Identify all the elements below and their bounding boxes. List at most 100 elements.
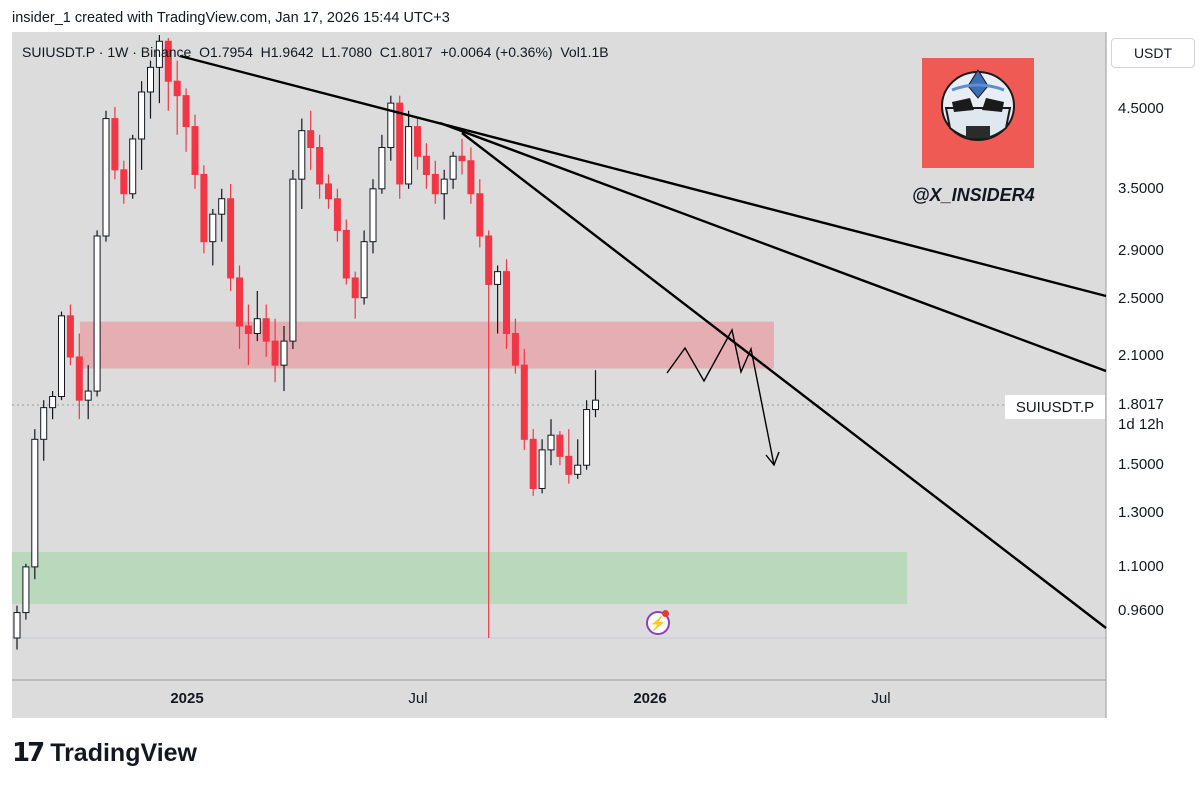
candle-body	[280, 340, 288, 366]
candle	[494, 265, 502, 334]
candle	[164, 38, 172, 111]
candle	[49, 391, 57, 420]
candle	[556, 431, 564, 466]
candle	[155, 35, 163, 104]
candle-body	[271, 340, 279, 366]
candle-body	[13, 612, 21, 639]
candle	[200, 165, 208, 254]
price-tick-label: 1.3000	[1118, 504, 1164, 521]
candle-body	[387, 102, 395, 149]
candle-body	[520, 364, 528, 440]
candle-body	[138, 91, 146, 140]
candle	[218, 188, 226, 242]
candle-body	[66, 315, 74, 358]
candle	[467, 147, 475, 204]
candle-body	[351, 277, 359, 299]
candle	[574, 439, 582, 479]
ticker-info: SUIUSDT.P · 1W · Binance O1.7954 H1.9642…	[22, 44, 609, 60]
candle-body	[405, 126, 413, 185]
time-tick-label: Jul	[408, 690, 428, 707]
candle-body	[333, 198, 341, 231]
candle-body	[129, 138, 137, 195]
candle	[120, 160, 128, 204]
candle-body	[494, 271, 502, 285]
currency-button[interactable]: USDT	[1111, 38, 1195, 68]
candle	[360, 230, 368, 305]
candle-body	[93, 235, 101, 392]
candle-body	[155, 40, 163, 68]
candle	[583, 400, 591, 470]
candle	[369, 179, 377, 254]
candle	[262, 304, 270, 357]
candle	[271, 318, 279, 383]
projection-arrowhead	[765, 451, 780, 467]
ticker-open: O1.7954	[199, 44, 253, 60]
candle-body	[307, 130, 315, 149]
last-price-value: 1.8017	[1118, 396, 1164, 413]
last-price-box: 1.8017 1d 12h	[1108, 395, 1188, 439]
candle-body	[244, 325, 252, 334]
candle-body	[102, 118, 110, 237]
candle	[511, 318, 519, 374]
candle	[280, 326, 288, 392]
candle-body	[556, 434, 564, 457]
candle	[307, 110, 315, 170]
candle-body	[592, 399, 599, 411]
candle	[289, 169, 297, 349]
trendline-1[interactable]	[179, 54, 1107, 298]
support-zone[interactable]	[12, 551, 907, 604]
candle	[253, 290, 261, 342]
candle	[387, 95, 395, 161]
helmet-icon	[941, 69, 1015, 141]
candle	[58, 311, 65, 401]
time-tick-label: Jul	[871, 690, 891, 707]
candle-body	[120, 169, 128, 195]
candle-body	[289, 178, 297, 342]
candle	[547, 419, 555, 466]
candle	[191, 114, 199, 189]
candle-body	[49, 396, 57, 409]
candle-body	[396, 102, 404, 185]
trendline-2[interactable]	[439, 121, 1107, 373]
candle	[520, 348, 528, 450]
candle	[75, 333, 83, 420]
candle-body	[218, 198, 226, 215]
candle	[40, 400, 48, 461]
candle-body	[173, 80, 181, 97]
trendline-3[interactable]	[461, 132, 1107, 629]
candle-body	[40, 407, 48, 440]
time-tick-label: 2025	[170, 690, 204, 707]
candle-body	[547, 434, 555, 451]
candle-body	[538, 449, 546, 489]
ticker-high: H1.9642	[260, 44, 314, 60]
candle	[422, 143, 430, 189]
candle-body	[191, 126, 199, 175]
candle	[351, 271, 359, 319]
candle-body	[574, 464, 582, 475]
candle	[22, 563, 30, 620]
candle-body	[209, 213, 217, 243]
candle	[236, 265, 243, 349]
chart-caption: insider_1 created with TradingView.com, …	[12, 10, 450, 26]
price-tick-label: 2.5000	[1118, 290, 1164, 307]
author-handle: @X_INSIDER4	[912, 185, 1035, 205]
candle-body	[565, 455, 573, 475]
price-tick-label: 2.9000	[1118, 242, 1164, 259]
candle	[111, 106, 119, 180]
candle	[93, 230, 101, 397]
candle-body	[182, 95, 190, 128]
candle-body	[422, 155, 430, 175]
ticker-volume: Vol1.1B	[560, 44, 609, 60]
resistance-zone[interactable]	[80, 321, 774, 369]
candle-body	[529, 438, 537, 489]
candle-body	[360, 241, 368, 299]
stormtrooper-logo	[922, 58, 1034, 168]
candle	[565, 429, 573, 484]
projection-path[interactable]	[666, 328, 775, 466]
candle	[316, 134, 324, 199]
bar-countdown: 1d 12h	[1118, 416, 1164, 433]
time-tick-label: 2026	[633, 690, 667, 707]
candle-body	[236, 277, 243, 327]
candle-body	[342, 229, 350, 279]
